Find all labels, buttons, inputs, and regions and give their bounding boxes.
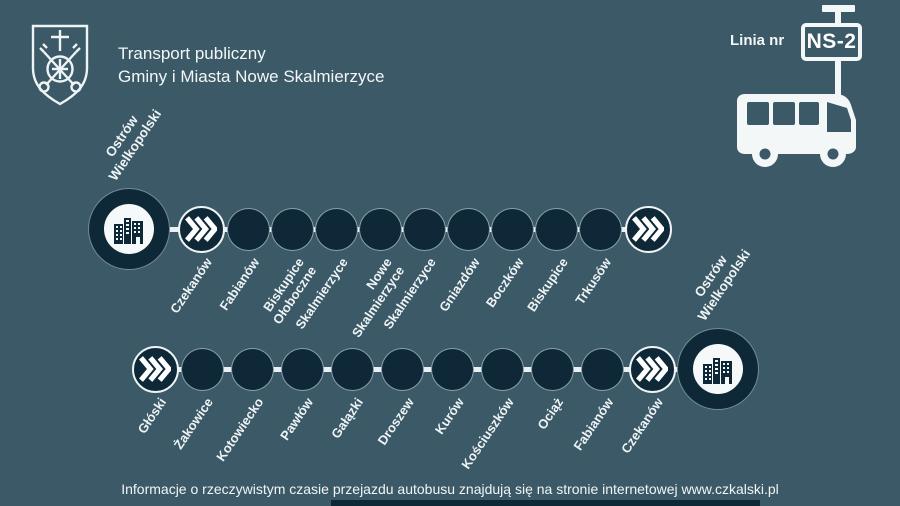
stop-label-line: Droszew [374,395,417,448]
stop-label: Fabianów [570,395,616,453]
stop-node [380,347,424,391]
stop-node [578,207,622,251]
stop-label: Głóski [135,395,170,436]
stop-label: Kościuszków [458,395,516,472]
stop-label-line: Trkusów [572,255,615,308]
stop-label-line: Żakowice [171,395,217,452]
bus-stop-sign: NS-2 [801,23,862,61]
stop-node [534,207,578,251]
stop-label: Gałązki [329,395,367,441]
stop-label: Czekanów [618,395,666,456]
title-line-1: Transport publiczny [118,44,266,63]
stop-node [480,347,524,391]
triple-chevron-icon [636,356,668,382]
stop-node [446,207,490,251]
stop-label: Kurów [431,395,466,437]
stop-node [226,207,270,251]
footer-info-text: Informacje o rzeczywistym czasie przejaz… [121,481,779,497]
stop-label-line: Fabianów [216,255,263,314]
footer-bar [331,500,760,506]
city-buildings-icon [693,344,743,394]
stop-node [580,347,624,391]
coat-of-arms-icon [31,24,89,106]
stop-label-line: Kościuszków [457,395,517,472]
stop-label-line: Kurów [431,395,467,437]
sign-pole-top [822,5,855,12]
chevron-node [177,205,225,253]
stop-label: Gniazdów [436,255,483,314]
page-title: Transport publiczny Gminy i Miasta Nowe … [118,42,384,88]
line-number-label: Linia nr [730,32,785,49]
stop-label: Żakowice [171,395,216,452]
stop-label-line: Fabianów [570,395,617,454]
chevron-node [131,345,179,393]
stop-label-line: Gniazdów [435,255,483,315]
triple-chevron-icon [139,356,171,382]
stop-node [530,347,574,391]
terminus-label: Ostrów Wielkopolski [681,238,754,324]
title-line-2: Gminy i Miasta Nowe Skalmierzyce [118,67,385,86]
bus-icon [737,94,856,167]
stop-node [230,347,274,391]
stop-node [330,347,374,391]
stop-label: Boczków [482,255,526,310]
stop-node [358,207,402,251]
stop-label: Kotowiecko [213,395,266,464]
stop-label-line: Ociąż [534,395,567,433]
stop-label: Czekanów [167,255,215,316]
terminus-node [677,328,759,410]
stop-node [430,347,474,391]
stop-label: Fabianów [216,255,262,313]
stop-node [270,207,314,251]
triple-chevron-icon [185,216,217,242]
stop-label: Droszew [374,395,416,448]
city-buildings-icon [104,204,154,254]
stop-label: Biskupice [524,255,571,314]
stop-node [402,207,446,251]
stop-label-line: Boczków [482,255,527,311]
terminus-label: Ostrów Wielkopolski [92,98,165,184]
triple-chevron-icon [632,216,664,242]
stop-label: Trkusów [573,255,615,307]
stop-node [180,347,224,391]
stop-label-line: Pawłów [277,395,317,443]
stop-node [314,207,358,251]
chevron-node [628,345,676,393]
stop-label-line: Kotowiecko [213,395,267,464]
stop-node [280,347,324,391]
stop-label: Ociąż [535,395,567,432]
stop-label-line: Czekanów [167,255,216,317]
stop-label-line: Głóski [134,395,170,437]
sign-pole-lower [835,58,841,98]
stop-label-line: Czekanów [618,395,667,457]
stop-label-line: Gałązki [328,395,367,442]
stop-node [490,207,534,251]
sign-pole [835,9,841,29]
stop-label: Pawłów [277,395,316,443]
chevron-node [624,205,672,253]
stop-label-line: Biskupice [523,255,571,315]
terminus-node [88,188,170,270]
